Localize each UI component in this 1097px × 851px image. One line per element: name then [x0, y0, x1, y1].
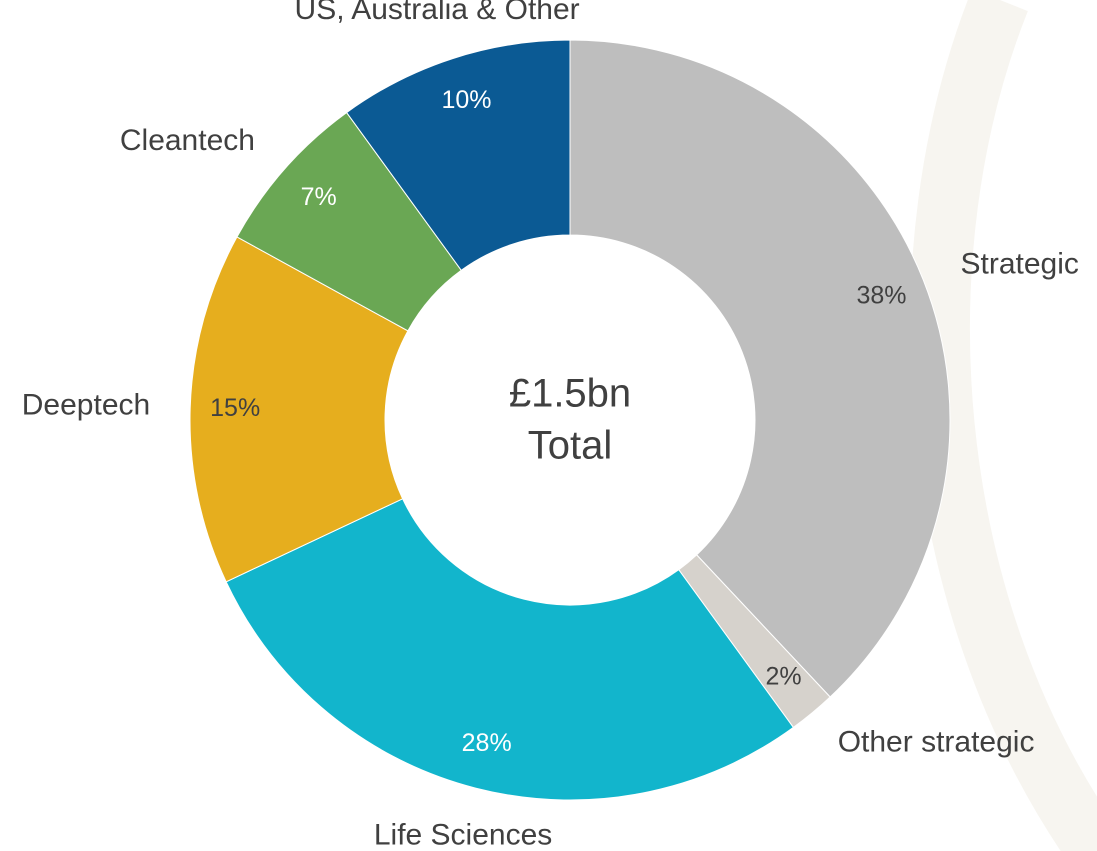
- value-label: 10%: [441, 86, 491, 114]
- value-label: 38%: [856, 281, 906, 309]
- category-label: US, Australia & Other: [295, 0, 580, 26]
- value-label: 15%: [210, 394, 260, 422]
- center-label: £1.5bn: [509, 372, 631, 416]
- donut-slice: [225, 498, 795, 801]
- category-label: Other strategic: [838, 726, 1035, 759]
- value-label: 7%: [301, 183, 337, 211]
- category-label: Cleantech: [120, 124, 255, 157]
- background-arc: [909, 0, 1097, 851]
- donut-slice: [345, 39, 571, 272]
- value-label: 2%: [765, 663, 801, 691]
- donut-slice: [189, 236, 409, 583]
- donut-slice: [569, 39, 951, 698]
- value-label: 28%: [462, 729, 512, 757]
- center-label: Total: [528, 424, 613, 468]
- category-label: Strategic: [961, 247, 1079, 280]
- category-label: Life Sciences: [374, 818, 552, 851]
- category-label: Deeptech: [22, 389, 150, 422]
